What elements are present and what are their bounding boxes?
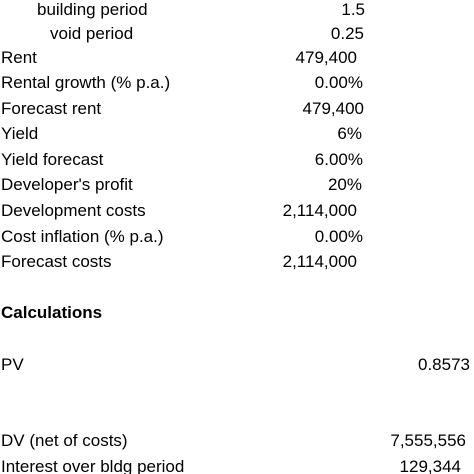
row-label: Forecast rent [1, 99, 102, 118]
row-value: 20% [327, 175, 362, 194]
row-label: Yield [1, 124, 39, 143]
row-label: building period [37, 0, 148, 19]
row-label: Yield forecast [1, 150, 104, 169]
row-label: Interest over bldg period [1, 457, 185, 474]
row-value: 2,114,000 [282, 252, 357, 271]
section-heading: Calculations [1, 303, 103, 322]
row-value: 6% [337, 124, 362, 143]
row-label: void period [50, 24, 134, 43]
row-value: 479,400 [295, 48, 357, 67]
row-label: DV (net of costs) [1, 431, 128, 450]
row-value: 7,555,556 [390, 431, 466, 450]
row-value: 0.8573 [418, 355, 470, 374]
row-label: PV [1, 355, 24, 374]
row-label: Development costs [1, 201, 146, 220]
row-value: 0.00% [314, 73, 363, 92]
row-label: Forecast costs [1, 252, 112, 271]
row-value: 0.25 [330, 24, 364, 43]
row-label: Rental growth (% p.a.) [1, 73, 171, 92]
row-value: 2,114,000 [282, 201, 357, 220]
row-label: Rent [1, 48, 37, 67]
row-label: Developer's profit [1, 175, 133, 194]
row-value: 479,400 [302, 99, 364, 118]
row-label: Cost inflation (% p.a.) [1, 227, 164, 246]
row-value: 6.00% [314, 150, 363, 169]
row-value: 0.00% [314, 227, 363, 246]
row-value: 1.5 [341, 0, 365, 19]
row-value: 129,344 [399, 457, 461, 474]
